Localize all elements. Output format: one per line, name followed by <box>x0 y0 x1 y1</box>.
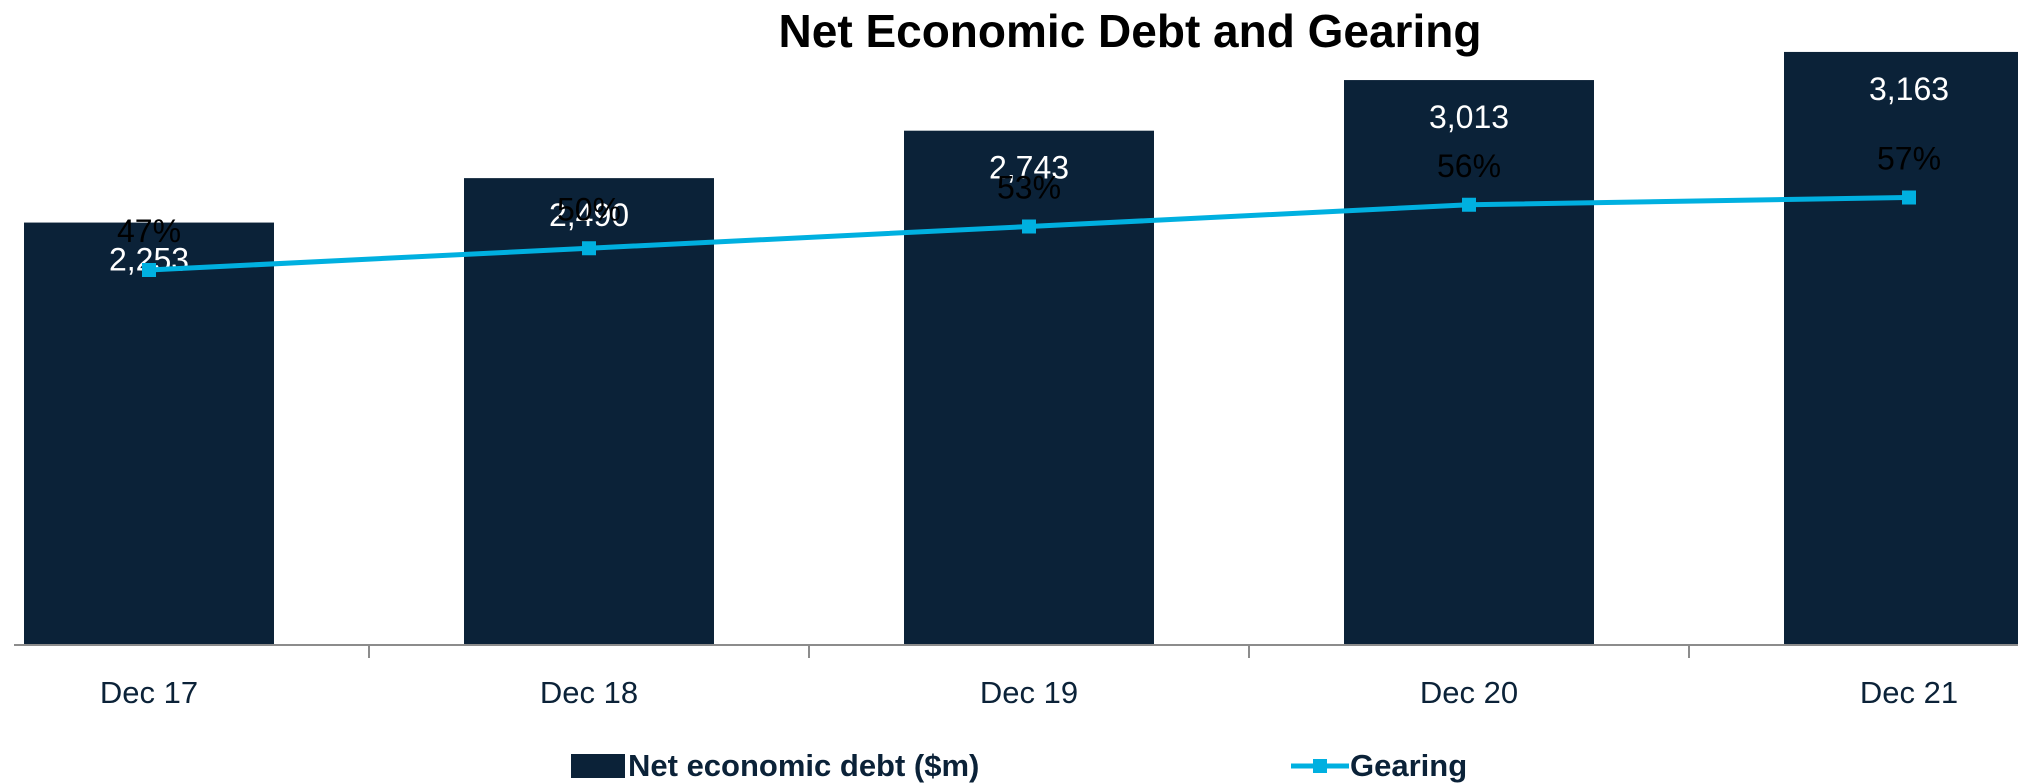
gearing-point-0 <box>142 263 156 277</box>
x-tick-label: Dec 20 <box>1420 675 1518 710</box>
x-tick-label: Dec 21 <box>1860 675 1958 710</box>
gearing-value-label: 47% <box>117 213 181 249</box>
bar-4 <box>1784 51 2018 645</box>
gearing-value-label: 56% <box>1437 148 1501 184</box>
gearing-value-label: 57% <box>1877 141 1941 177</box>
x-axis: Dec 17 Dec 18 Dec 19 Dec 20 Dec 21 <box>14 644 2018 710</box>
gearing-point-4 <box>1902 190 1916 205</box>
gearing-point-2 <box>1022 219 1036 234</box>
chart-title: Net Economic Debt and Gearing <box>779 5 1482 57</box>
bar-value-label: 3,163 <box>1869 71 1949 107</box>
bar-3 <box>1344 80 1594 645</box>
bar-2 <box>904 130 1154 645</box>
legend-label-debt: Net economic debt ($m) <box>628 748 979 783</box>
legend-label-gearing: Gearing <box>1350 748 1467 783</box>
gearing-line-layer: 47% 50% 53% 56% 57% <box>117 141 1941 277</box>
bar-value-label: 2,743 <box>989 150 1069 186</box>
legend-swatch-gearing-marker <box>1313 759 1327 773</box>
gearing-point-3 <box>1462 197 1476 212</box>
bar-value-label: 2,490 <box>549 197 629 233</box>
legend: Net economic debt ($m) Gearing <box>571 748 1467 783</box>
gearing-value-label: 50% <box>557 191 621 227</box>
legend-swatch-debt <box>571 754 625 778</box>
bar-1 <box>464 178 714 645</box>
bar-value-label: 3,013 <box>1429 99 1509 135</box>
x-tick-label: Dec 18 <box>540 675 638 710</box>
gearing-value-label: 53% <box>997 170 1061 206</box>
x-tick-label: Dec 17 <box>100 675 198 710</box>
x-tick-label: Dec 19 <box>980 675 1078 710</box>
gearing-point-1 <box>582 241 596 256</box>
bar-0 <box>24 222 274 645</box>
